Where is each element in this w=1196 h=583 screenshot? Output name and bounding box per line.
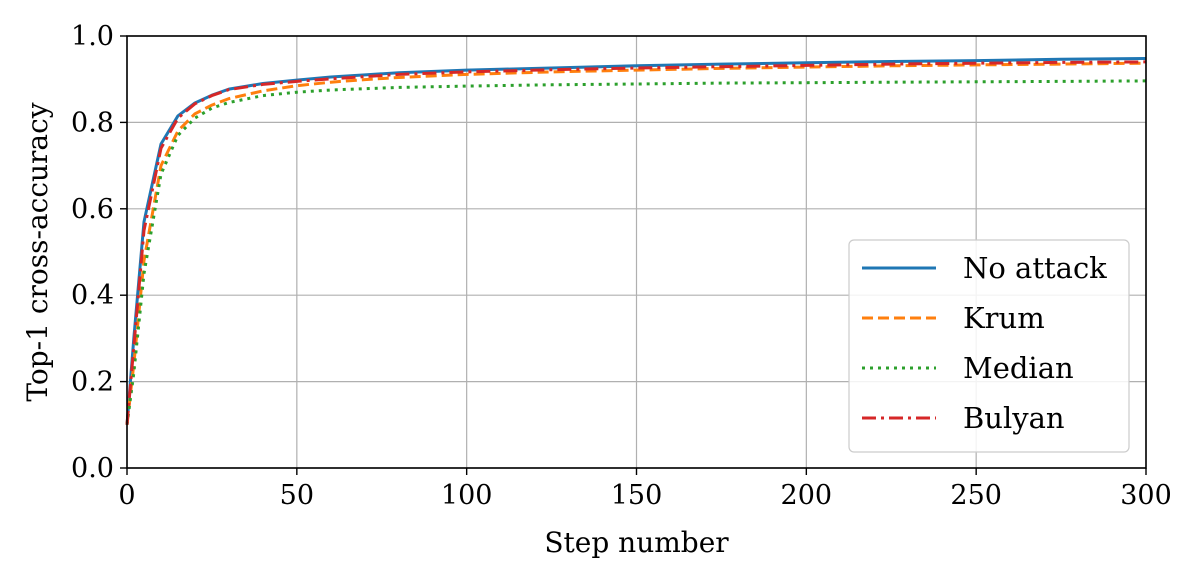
x-tick-label: 100 <box>441 480 493 511</box>
legend: No attack Krum Median Bulyan <box>848 239 1130 453</box>
legend-box <box>848 239 1130 453</box>
y-axis-label: Top-1 cross-accuracy <box>21 102 54 401</box>
x-tick-label: 150 <box>611 480 663 511</box>
y-tick-label: 0.8 <box>71 107 114 138</box>
series-line-krum <box>125 61 1147 425</box>
legend-label: No attack <box>963 251 1107 285</box>
x-tick-label: 300 <box>1120 480 1172 511</box>
series-line-median <box>125 79 1147 425</box>
series-line-no-attack <box>125 57 1147 425</box>
legend-label: Median <box>963 351 1074 385</box>
x-tick-label: 50 <box>280 480 314 511</box>
x-axis-ticks: 0 50 100 150 200 250 300 <box>118 468 1172 511</box>
y-tick-label: 0.2 <box>71 367 114 398</box>
y-tick-label: 0.0 <box>71 453 114 484</box>
y-tick-label: 0.6 <box>71 194 114 225</box>
legend-items: No attack Krum Median Bulyan <box>862 251 1107 435</box>
legend-label: Bulyan <box>963 401 1065 435</box>
x-tick-label: 200 <box>781 480 833 511</box>
y-tick-label: 1.0 <box>71 21 114 52</box>
y-axis-ticks: 0.0 0.2 0.4 0.6 0.8 1.0 <box>71 21 127 484</box>
y-tick-label: 0.4 <box>71 280 114 311</box>
x-axis-label: Step number <box>544 526 729 559</box>
x-tick-label: 0 <box>118 480 135 511</box>
x-tick-label: 250 <box>950 480 1002 511</box>
series-lines <box>125 57 1147 425</box>
series-line-bulyan <box>125 60 1147 425</box>
legend-label: Krum <box>963 301 1045 335</box>
